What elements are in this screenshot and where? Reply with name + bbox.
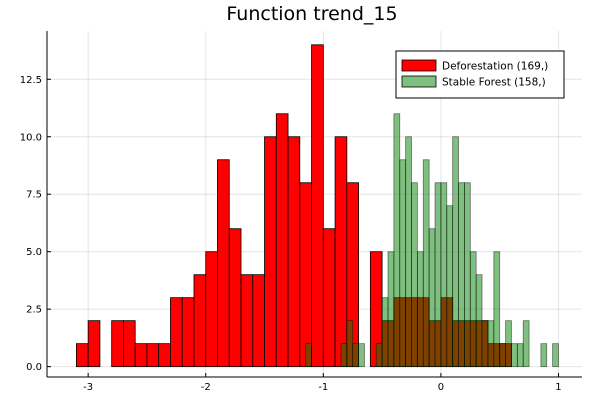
y-tick-label: 5.0: [26, 247, 42, 258]
histogram-bar: [287, 136, 301, 368]
legend-label: Deforestation (169,): [442, 61, 548, 73]
histogram-bar: [393, 113, 401, 368]
axes-layer: -3 -2 -1 0 10.02.55.07.510.012.5: [20, 31, 582, 393]
histogram-bar: [158, 343, 171, 368]
histogram-bar: [422, 159, 430, 368]
histogram-bar: [123, 320, 136, 368]
histogram-bar: [170, 297, 183, 368]
histogram-bar: [487, 320, 495, 368]
histogram-bar: [411, 182, 418, 368]
histogram-bar: [499, 343, 506, 368]
chart-title: Function trend_15: [226, 3, 397, 25]
histogram-bar: [416, 251, 424, 368]
series-1-bars: [305, 113, 559, 368]
x-tick-label: 1: [555, 382, 561, 393]
histogram-bar: [511, 343, 518, 368]
histogram-bar: [405, 136, 412, 368]
x-tick-label: -3: [83, 382, 93, 393]
histogram-bar: [334, 136, 348, 368]
histogram-bar: [434, 182, 442, 368]
legend-box: [395, 50, 565, 99]
x-tick-label: -2: [201, 382, 211, 393]
histogram-bar: [228, 228, 242, 368]
histogram-bar: [516, 343, 524, 368]
legend: Deforestation (169,) Stable Forest (158,): [395, 50, 565, 99]
y-tick-label: 10.0: [20, 132, 42, 143]
x-tick-label: 0: [438, 382, 444, 393]
histogram-bar: [387, 251, 395, 368]
histogram-bar: [134, 343, 148, 368]
histogram-bar: [193, 274, 207, 368]
histogram-bar: [375, 343, 383, 368]
histogram-bar: [299, 182, 312, 368]
histogram-bar: [311, 44, 324, 368]
histogram-bar: [381, 297, 389, 368]
histogram-bar: [428, 228, 436, 368]
histogram-bar: [481, 320, 489, 368]
histogram-bar: [111, 320, 124, 368]
histogram-bar: [358, 343, 365, 368]
y-tick-label: 0.0: [26, 362, 42, 373]
histogram-bar: [505, 320, 512, 368]
histogram-bar: [452, 136, 459, 368]
histogram-bar: [493, 251, 501, 368]
histogram-bar: [352, 343, 359, 368]
histogram-bar: [305, 343, 312, 368]
histogram-bar: [252, 274, 265, 368]
histogram-bar: [146, 343, 160, 368]
y-tick-label: 12.5: [20, 75, 42, 86]
histogram-bar: [205, 251, 218, 368]
histogram-bar: [446, 205, 454, 368]
histogram-bar: [552, 343, 559, 368]
legend-label: Stable Forest (158,): [442, 77, 546, 89]
histogram-bar: [458, 182, 465, 368]
histogram-bar: [440, 182, 448, 368]
histogram-bar: [346, 320, 354, 368]
legend-swatch: [401, 75, 437, 88]
legend-swatch: [401, 59, 437, 72]
histogram-bar: [464, 182, 471, 368]
histogram-bar: [322, 228, 336, 368]
histogram-bar: [399, 159, 407, 368]
histogram-bar: [469, 251, 477, 368]
histogram-bar: [217, 159, 230, 368]
histogram-bar: [76, 343, 89, 368]
histogram-bar: [240, 274, 254, 368]
x-tick-label: -1: [318, 382, 328, 393]
histogram-bar: [87, 320, 101, 368]
histogram-bar: [275, 113, 289, 368]
y-tick-label: 2.5: [26, 305, 42, 316]
y-tick-label: 7.5: [26, 190, 42, 201]
histogram-bar: [181, 297, 195, 368]
histogram-bar: [540, 343, 548, 368]
histogram-bar: [475, 274, 483, 368]
bars-layer: [76, 44, 559, 368]
histogram-bar: [522, 320, 530, 368]
histogram-bar: [340, 343, 348, 368]
histogram-bar: [264, 136, 277, 368]
